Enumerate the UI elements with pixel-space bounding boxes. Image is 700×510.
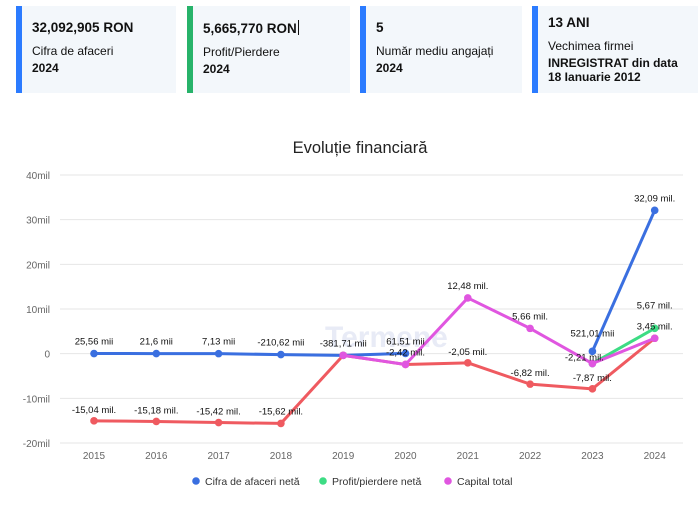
data-label: 5,66 mil. <box>512 311 548 322</box>
legend-marker <box>319 477 327 485</box>
card-employees-label: Număr mediu angajați <box>376 44 494 58</box>
chart-series <box>90 206 659 428</box>
series-line <box>591 327 656 365</box>
y-tick-label: -20mil <box>23 439 50 450</box>
data-label: -7,87 mil. <box>573 373 612 384</box>
data-point <box>526 380 534 388</box>
data-point <box>152 349 161 358</box>
data-label: -2,05 mil. <box>448 347 487 358</box>
legend-marker <box>192 477 200 485</box>
y-tick-label: 30mil <box>26 216 50 227</box>
card-age-registered: INREGISTRAT din data <box>548 56 678 70</box>
x-tick-label: 2023 <box>581 451 604 462</box>
card-profit-label: Profit/Pierdere <box>203 45 280 59</box>
data-point <box>339 351 348 360</box>
data-point <box>588 385 597 393</box>
y-tick-label: 40mil <box>26 171 50 182</box>
card-age-date: 18 Ianuarie 2012 <box>548 70 641 84</box>
y-tick-label: 0 <box>44 350 50 361</box>
card-employees-value: 5 <box>376 20 384 35</box>
card-revenue-value: 32,092,905 RON <box>32 20 134 35</box>
data-label: -6,82 mil. <box>511 368 550 379</box>
data-point <box>214 349 223 358</box>
x-tick-label: 2019 <box>332 451 355 462</box>
chart-title: Evoluție financiară <box>293 139 429 157</box>
data-label: 32,09 mil. <box>634 193 675 204</box>
card-employees-year: 2024 <box>376 61 403 75</box>
card-profit: 5,665,770 RON Profit/Pierdere 2024 <box>187 6 350 93</box>
data-label: -210,62 mii <box>257 338 304 349</box>
data-label: 12,48 mil. <box>447 281 488 292</box>
x-tick-label: 2021 <box>457 451 480 462</box>
series-line <box>591 209 657 352</box>
data-label: -2,21 mil. <box>565 353 604 364</box>
card-revenue-year: 2024 <box>32 61 59 75</box>
text-caret <box>297 20 299 35</box>
x-tick-label: 2016 <box>145 451 168 462</box>
x-tick-label: 2015 <box>83 451 106 462</box>
data-point <box>401 360 410 369</box>
data-label: -2,42 mil. <box>386 347 425 358</box>
legend-label: Capital total <box>457 476 512 488</box>
data-point <box>464 359 472 367</box>
legend-marker <box>444 477 452 485</box>
card-profit-year: 2024 <box>203 62 230 76</box>
series-line <box>93 351 406 357</box>
x-tick-label: 2018 <box>270 451 293 462</box>
data-label: 3,45 mil. <box>637 321 673 332</box>
watermark-text: Termene <box>325 321 448 354</box>
data-label: -15,62 mil. <box>259 406 303 417</box>
data-label: 5,67 mil. <box>637 300 673 311</box>
y-tick-label: 10mil <box>26 305 50 316</box>
legend-label: Profit/pierdere netă <box>332 476 421 488</box>
card-age: 13 ANI Vechimea firmei INREGISTRAT din d… <box>532 6 698 93</box>
data-label: 7,13 mii <box>202 337 235 348</box>
data-point <box>277 419 285 428</box>
card-profit-value-text: 5,665,770 RON <box>203 21 297 36</box>
summary-cards: 32,092,905 RON Cifra de afaceri 2024 5,6… <box>0 6 700 96</box>
card-employees: 5 Număr mediu angajați 2024 <box>360 6 522 93</box>
data-label: 25,56 mii <box>75 337 114 348</box>
data-label: -15,04 mil. <box>72 405 116 416</box>
data-point <box>588 359 597 368</box>
chart-legend: Cifra de afaceri netă Profit/pierdere net… <box>192 476 512 488</box>
y-tick-label: 20mil <box>26 260 50 271</box>
series-line <box>342 296 656 366</box>
y-tick-label: -10mil <box>23 394 50 405</box>
x-tick-label: 2022 <box>519 451 542 462</box>
x-tick-label: 2024 <box>644 451 667 462</box>
card-age-label: Vechimea firmei <box>548 39 634 53</box>
chart-data-labels: 25,56 mii 21,6 mii 7,13 mii -210,62 mii -381… <box>72 193 675 417</box>
data-point <box>464 294 472 302</box>
card-profit-value: 5,665,770 RON <box>203 20 350 37</box>
x-tick-label: 2020 <box>394 451 417 462</box>
data-point <box>401 349 410 358</box>
data-label: 61,51 mii <box>386 336 425 347</box>
data-point <box>214 418 223 427</box>
watermark: Termene <box>325 321 448 354</box>
card-revenue-label: Cifra de afaceri <box>32 44 114 58</box>
data-label: -381,71 mii <box>320 338 367 349</box>
data-point <box>90 417 98 425</box>
data-label: 21,6 mii <box>140 337 173 348</box>
legend-label: Cifra de afaceri netă <box>205 476 300 488</box>
financial-evolution-chart: Evoluție financiară -20mil -10mil 0 10mil 20… <box>23 139 683 488</box>
data-label: 521,01 mii <box>570 328 614 339</box>
data-point <box>90 349 98 358</box>
data-point <box>588 347 597 356</box>
data-point <box>277 350 285 359</box>
chart-grid: -20mil -10mil 0 10mil 20mil 30mil 40mil 2015 201… <box>23 171 683 462</box>
data-point <box>526 324 534 333</box>
x-tick-label: 2017 <box>207 451 230 462</box>
card-revenue: 32,092,905 RON Cifra de afaceri 2024 <box>16 6 176 93</box>
data-point <box>152 417 161 426</box>
data-label: -15,42 mil. <box>196 407 240 418</box>
card-age-value: 13 ANI <box>548 15 590 30</box>
data-point <box>650 334 659 343</box>
data-point <box>650 206 659 215</box>
data-point <box>650 324 659 333</box>
data-label: -15,18 mil. <box>134 405 178 416</box>
